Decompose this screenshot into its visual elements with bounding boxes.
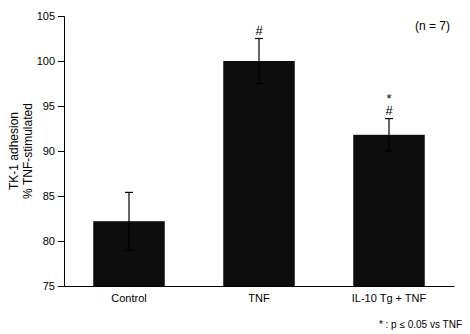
y-tick: 80 — [43, 235, 64, 247]
bar — [353, 135, 425, 286]
y-tick-label: 90 — [43, 145, 55, 157]
chart: 75 80 85 90 95 100 105 Control TNF IL-10 Tg + TNF… — [0, 0, 470, 334]
annotation: # — [255, 23, 263, 38]
annotation: (n = 7) — [415, 19, 450, 33]
y-tick: 95 — [43, 100, 64, 112]
y-tick-mark — [58, 16, 64, 17]
y-tick-mark — [58, 151, 64, 152]
error-bar — [255, 39, 263, 84]
error-bar-cap — [255, 38, 263, 39]
x-tick-label: IL-10 Tg + TNF — [352, 292, 427, 304]
bar — [223, 61, 295, 286]
y-axis-title: TK-1 adhesion — [7, 112, 21, 190]
error-bar-stem — [128, 192, 129, 250]
error-bar — [385, 119, 393, 151]
error-bar — [125, 192, 133, 250]
y-tick: 75 — [43, 280, 64, 292]
error-bar-cap — [385, 150, 393, 151]
x-tick-label: Control — [111, 292, 146, 304]
y-tick: 90 — [43, 145, 64, 157]
y-tick-label: 95 — [43, 100, 55, 112]
y-tick-label: 75 — [43, 280, 55, 292]
y-tick-mark — [58, 286, 64, 287]
error-bar-cap — [125, 192, 133, 193]
x-axis: Control TNF IL-10 Tg + TNF — [65, 287, 455, 304]
y-axis-title: % TNF-stimulated — [21, 103, 35, 199]
y-tick-mark — [58, 196, 64, 197]
plot-area: 75 80 85 90 95 100 105 Control TNF IL-10 Tg + TNF… — [37, 10, 455, 304]
annotation: * — [386, 91, 391, 106]
y-axis: 75 80 85 90 95 100 105 — [37, 10, 65, 292]
footnote: * : p ≤ 0.05 vs TNF — [379, 319, 462, 330]
y-tick-label: 85 — [43, 190, 55, 202]
x-tick: Control — [111, 292, 146, 304]
error-bar-cap — [385, 118, 393, 119]
y-tick-label: 100 — [37, 55, 55, 67]
error-bar-stem — [388, 119, 389, 151]
error-bar-stem — [258, 39, 259, 84]
y-tick: 100 — [37, 55, 64, 67]
error-bar-cap — [255, 83, 263, 84]
marks — [93, 39, 425, 287]
y-tick-mark — [58, 241, 64, 242]
y-tick-label: 80 — [43, 235, 55, 247]
y-tick-mark — [58, 106, 64, 107]
y-tick: 85 — [43, 190, 64, 202]
x-axis-line — [65, 286, 455, 287]
y-tick-mark — [58, 61, 64, 62]
annotations: ##*(n = 7) — [255, 19, 450, 118]
y-tick-label: 105 — [37, 10, 55, 22]
x-tick: IL-10 Tg + TNF — [352, 292, 427, 304]
x-tick-label: TNF — [248, 292, 270, 304]
error-bar-cap — [125, 249, 133, 250]
x-tick: TNF — [248, 292, 270, 304]
y-tick: 105 — [37, 10, 64, 22]
y-axis-line — [58, 17, 65, 287]
